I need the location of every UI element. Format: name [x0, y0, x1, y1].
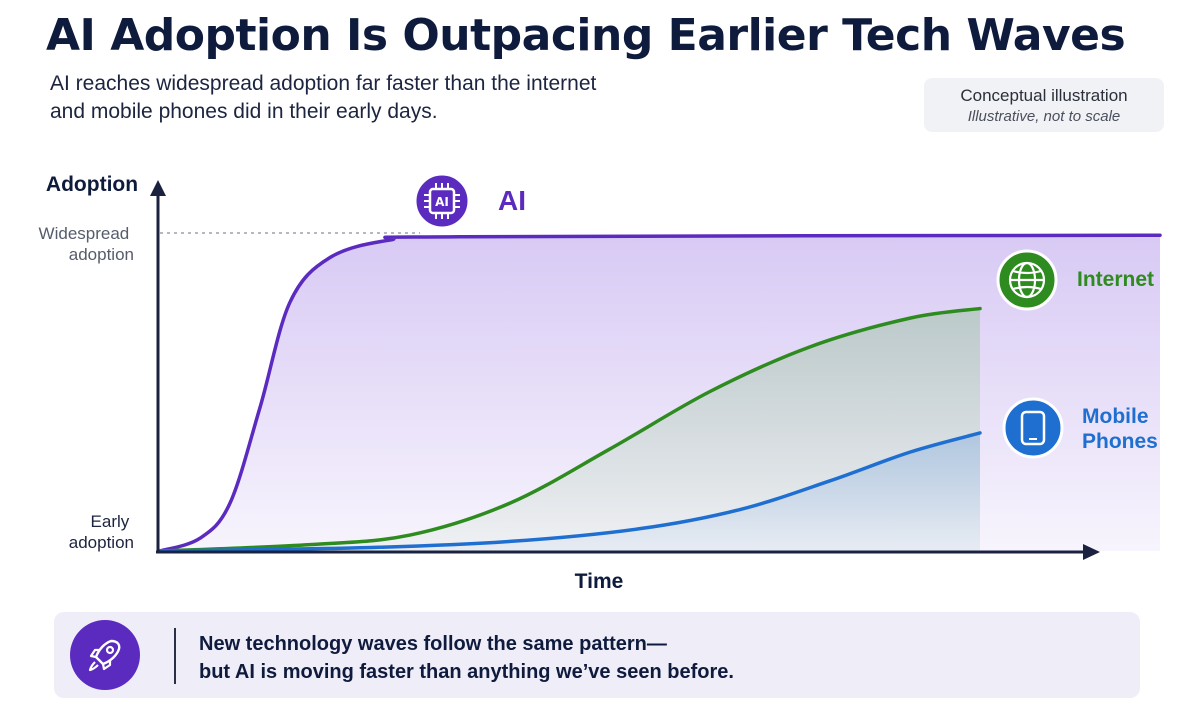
adoption-chart: Adoption Time Widespread adoption Early … [39, 172, 1162, 593]
banner-divider [174, 628, 176, 684]
series-area-internet [160, 308, 980, 551]
globe-icon [1008, 261, 1046, 299]
series-label-ai: AI [498, 185, 526, 216]
series-label-line: Mobile [1082, 405, 1149, 428]
series-label-internet: Internet [1077, 268, 1154, 291]
takeaway-banner: New technology waves follow the same pat… [54, 612, 1140, 698]
ai-marker: AI [413, 172, 471, 230]
series-line-ai [158, 233, 1162, 553]
svg-text:AI: AI [435, 195, 449, 209]
y-axis-label: Adoption [46, 173, 138, 196]
internet-marker [996, 249, 1058, 311]
series-area-mobile [160, 432, 980, 551]
series-line-mobile [158, 431, 982, 553]
ai-chip-icon: AI [424, 183, 460, 219]
y-tick-label-early: Early adoption [69, 512, 134, 552]
y-tick-label-widespread: Widespread adoption [39, 224, 134, 264]
y-tick-line: adoption [69, 245, 134, 264]
series-label-mobile: Mobile Phones [1082, 405, 1158, 453]
x-axis-arrow-icon [1083, 544, 1100, 560]
banner-line: but AI is moving faster than anything we… [199, 661, 734, 683]
subtitle-line: and mobile phones did in their early day… [50, 100, 438, 123]
y-axis-arrow-icon [150, 180, 166, 196]
banner-line: New technology waves follow the same pat… [199, 633, 667, 655]
y-tick-line: adoption [69, 533, 134, 552]
series-areas [160, 235, 1160, 551]
mobile-phone-icon [1020, 410, 1046, 446]
banner-text: New technology waves follow the same pat… [199, 630, 734, 686]
y-tick-line: Widespread [39, 224, 130, 243]
series-line-internet [158, 306, 982, 553]
x-axis-label: Time [575, 570, 624, 593]
badge-sub-text: Illustrative, not to scale [967, 108, 1121, 125]
rocket-icon [70, 620, 140, 690]
y-tick-line: Early [91, 512, 130, 531]
chart-title: AI Adoption Is Outpacing Earlier Tech Wa… [46, 10, 1126, 61]
conceptual-badge: Conceptual illustration Illustrative, no… [924, 78, 1164, 132]
subtitle-line: AI reaches widespread adoption far faste… [50, 72, 597, 95]
badge-main-text: Conceptual illustration [960, 86, 1128, 105]
series-label-line: Phones [1082, 430, 1158, 453]
series-lines [158, 233, 1162, 553]
chart-subtitle: AI reaches widespread adoption far faste… [50, 70, 690, 126]
mobile-marker [1002, 397, 1064, 459]
